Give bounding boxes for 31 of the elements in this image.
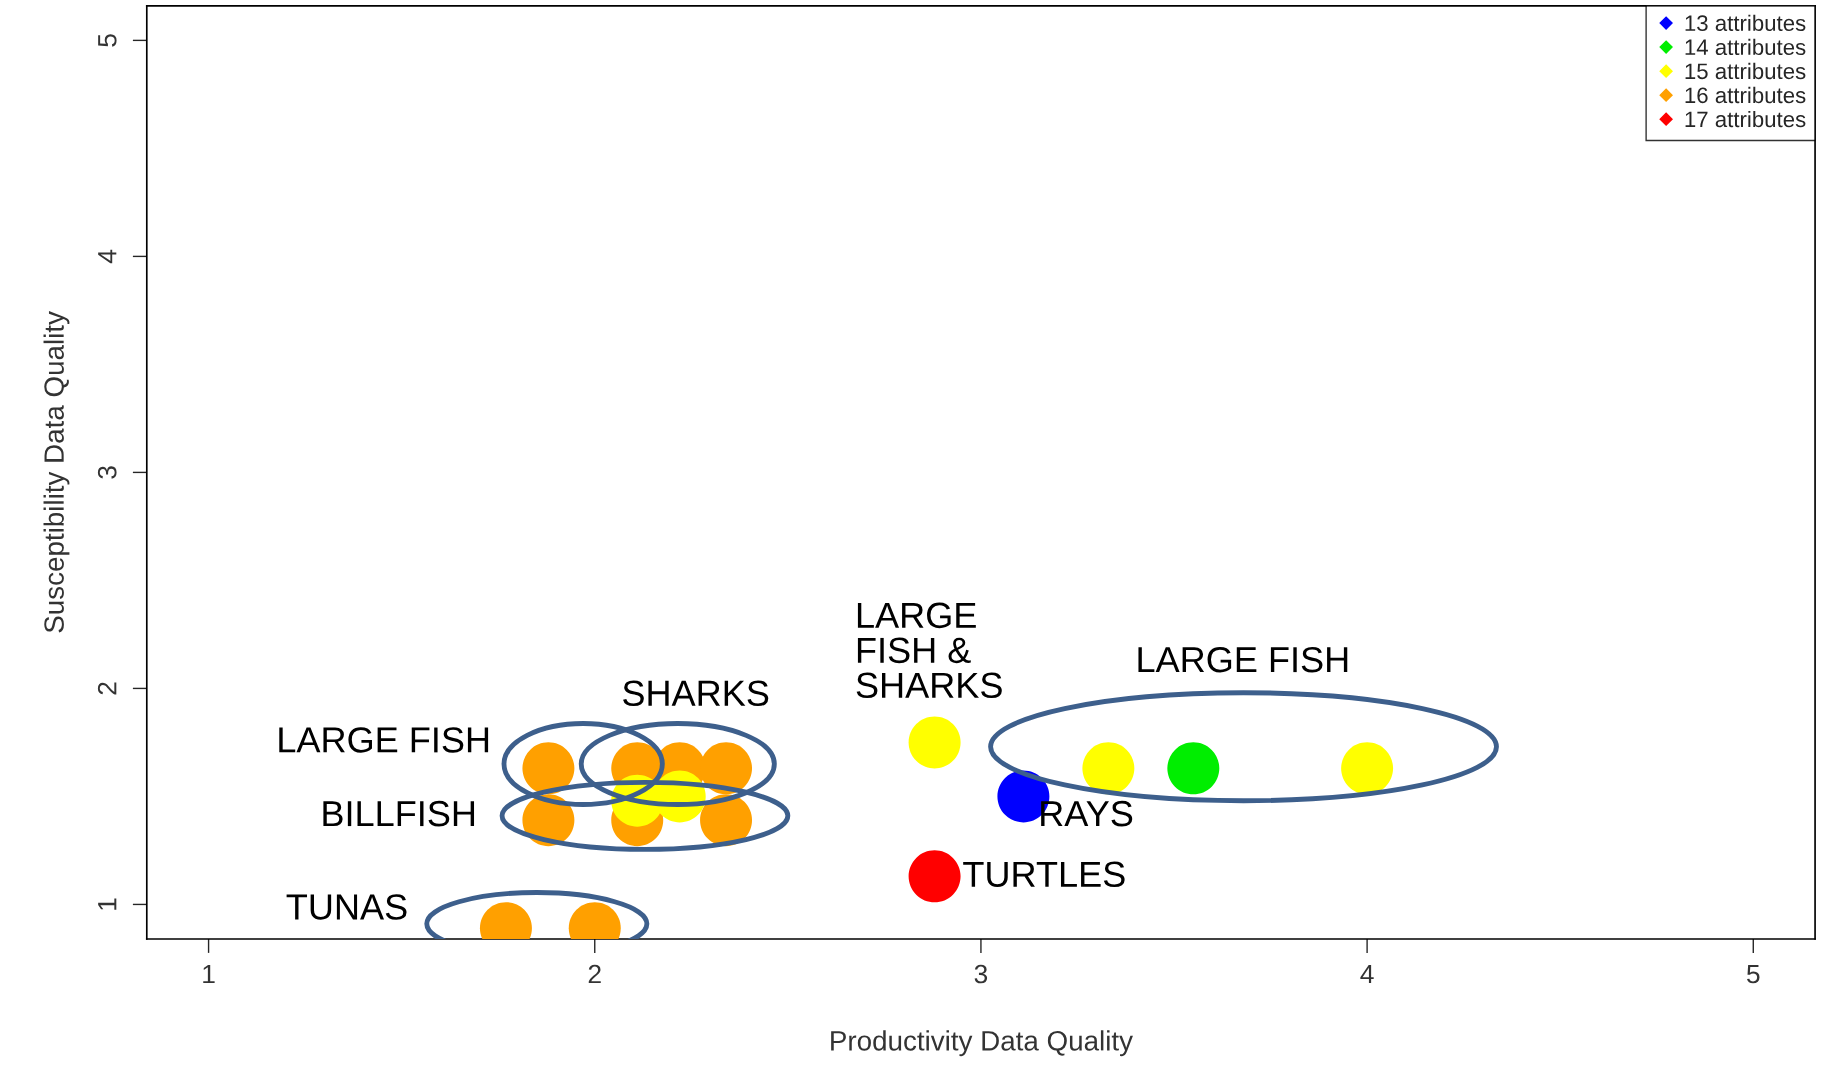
x-tick-label: 5 (1747, 964, 1760, 984)
x-tick-label: 4 (1360, 964, 1374, 984)
point (700, 742, 753, 795)
annotation: RAYS (1041, 800, 1133, 827)
point (908, 716, 961, 769)
annotation: LARGE FISH & SHARKS (856, 602, 1002, 699)
point (908, 850, 961, 903)
legend-label: 15 attributes (1685, 62, 1806, 80)
y-tick-label: 2 (97, 682, 117, 695)
annotation: TUNAS (286, 894, 407, 920)
annotation: BILLFISH (323, 800, 475, 827)
x-tick-label: 3 (974, 964, 988, 984)
point (1167, 742, 1220, 795)
annotation: SHARKS (623, 680, 769, 707)
y-tick-label: 1 (98, 898, 117, 910)
legend-label: 14 attributes (1685, 38, 1806, 56)
point (1341, 742, 1394, 795)
x-tick-label: 2 (588, 964, 601, 984)
legend-label: 16 attributes (1685, 86, 1806, 104)
y-tick-label: 5 (98, 34, 117, 47)
y-axis-title: Susceptibility Data Quality (43, 311, 70, 633)
x-tick-label: 1 (203, 964, 215, 984)
point (522, 742, 575, 795)
y-tick-label: 3 (97, 466, 117, 479)
legend-label: 13 attributes (1685, 14, 1806, 32)
annotation: LARGE FISH (279, 727, 489, 753)
annotation: LARGE FISH (1138, 646, 1348, 673)
annotation: TURTLES (963, 861, 1125, 888)
legend-label: 17 attributes (1685, 110, 1806, 128)
y-tick-label: 4 (98, 249, 117, 264)
x-axis-title: Productivity Data Quality (831, 1030, 1133, 1057)
